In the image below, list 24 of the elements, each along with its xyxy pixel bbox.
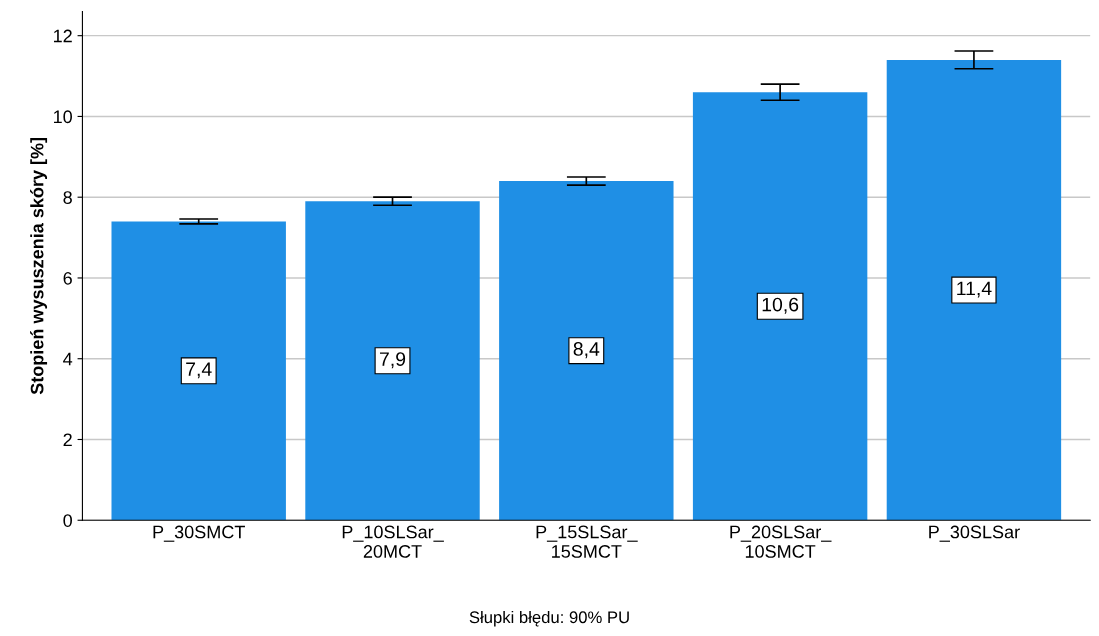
- x-tick-label: P_10SLSar_ 20MCT: [342, 525, 444, 558]
- bar: [111, 221, 286, 521]
- y-tick-label: 10: [54, 110, 72, 124]
- data-label: 11,4: [957, 281, 992, 298]
- y-tick-label: 2: [63, 433, 72, 447]
- data-label: 7,9: [379, 352, 406, 369]
- data-label: 10,6: [762, 297, 799, 314]
- bar: [305, 201, 480, 521]
- x-tick-label: P_30SLSar: [929, 525, 1020, 542]
- y-tick-label: 0: [63, 514, 72, 527]
- x-tick-label: P_20SLSar_ 10SMCT: [730, 525, 832, 558]
- y-tick-label: 4: [63, 352, 73, 366]
- y-tick-label: 6: [63, 271, 72, 285]
- y-axis-title: Stopień wysuszenia skóry [%]: [30, 137, 48, 395]
- y-tick-label: 12: [54, 29, 72, 43]
- x-tick-label: P_30SMCT: [153, 525, 245, 542]
- data-label: 8,4: [573, 342, 600, 359]
- y-tick-label: 8: [63, 191, 72, 204]
- data-label: 7,4: [186, 362, 212, 379]
- x-tick-label: P_15SLSar_ 15SMCT: [536, 525, 638, 558]
- text: Słupki błędu: 90% PU: [469, 610, 629, 627]
- bar: [692, 92, 868, 521]
- bar: [886, 59, 1062, 521]
- bar: [499, 181, 674, 521]
